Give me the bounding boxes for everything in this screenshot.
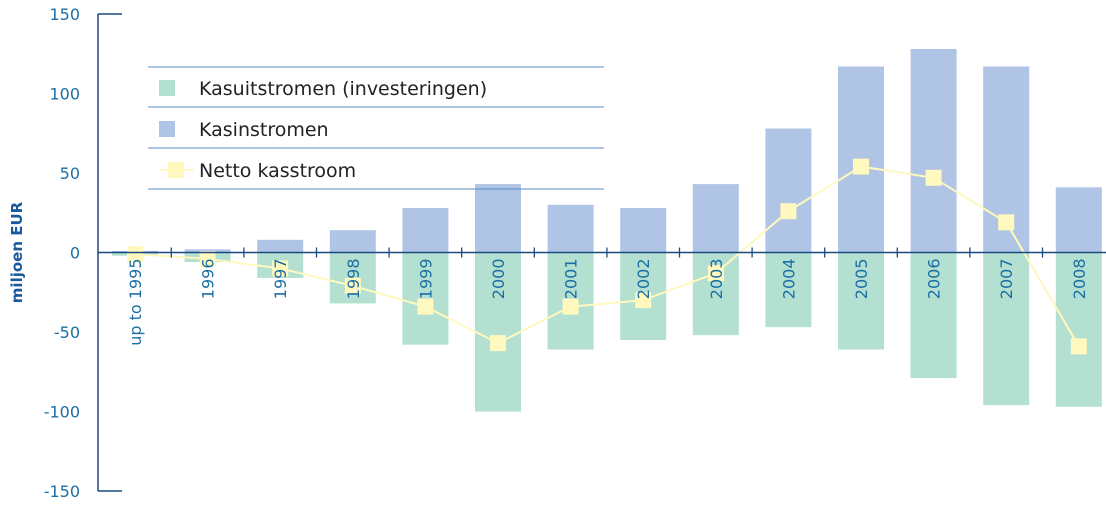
net-cashflow-marker: [635, 292, 652, 309]
legend-swatch-kasinstromen: [159, 121, 175, 137]
net-cashflow-marker: [853, 158, 869, 175]
x-category-label: 2007: [997, 259, 1016, 300]
x-category-label: 1998: [344, 259, 363, 300]
legend-label-netto: Netto kasstroom: [199, 160, 356, 182]
legend: Kasuitstromen (investeringen) Kasinstrome…: [148, 66, 604, 190]
bar-kasinstromen: [1055, 187, 1102, 253]
net-cashflow-marker: [344, 277, 361, 294]
net-cashflow-marker: [490, 335, 506, 352]
y-axis-label: miljoen EUR: [8, 201, 26, 303]
net-cashflow-marker: [272, 260, 289, 277]
net-cashflow-marker: [998, 214, 1015, 231]
bar-kasinstromen: [329, 230, 376, 253]
x-category-label: 2004: [779, 259, 798, 300]
bar-kasuitstromen: [475, 252, 521, 412]
net-cashflow-marker: [199, 250, 216, 267]
x-category-label: 2000: [489, 259, 508, 300]
y-tick-label: 150: [49, 5, 80, 24]
bar-kasuitstromen: [838, 252, 884, 350]
legend-swatch-netto: [168, 162, 184, 178]
bar-kasinstromen: [547, 204, 594, 253]
legend-label-kasinstromen: Kasinstromen: [199, 119, 329, 141]
y-tick-label: -100: [44, 403, 80, 422]
x-category-label: 2003: [707, 259, 726, 300]
net-cashflow-line-layer: [127, 158, 1087, 355]
net-cashflow-marker: [1070, 338, 1087, 355]
x-category-label: 1996: [199, 259, 218, 300]
x-category-label: 2008: [1070, 259, 1089, 300]
x-category-label: 2001: [562, 259, 581, 300]
y-tick-label: 0: [70, 244, 80, 263]
net-cashflow-marker: [780, 203, 797, 220]
net-cashflow-line: [134, 165, 1080, 347]
y-tick-label: 100: [49, 85, 80, 104]
net-cashflow-marker: [127, 246, 143, 263]
bar-kasinstromen: [402, 208, 449, 253]
bar-kasinstromen: [475, 184, 521, 253]
bar-kasinstromen: [620, 208, 667, 253]
bars-layer: [112, 49, 1102, 412]
bar-kasinstromen: [765, 128, 812, 253]
x-category-label: 2006: [925, 259, 944, 300]
y-tick-label: 50: [60, 164, 80, 183]
bar-kasuitstromen: [765, 252, 812, 328]
bar-kasuitstromen: [910, 252, 957, 379]
net-cashflow-marker: [707, 265, 724, 282]
bar-kasinstromen: [692, 184, 739, 253]
net-cashflow-marker: [417, 298, 434, 315]
x-category-label: 2002: [634, 259, 653, 300]
y-tick-label: -50: [54, 323, 80, 342]
net-cashflow-marker: [562, 298, 579, 315]
bar-kasinstromen: [910, 49, 957, 253]
y-tick-label: -150: [44, 482, 80, 501]
x-category-label: 2005: [852, 259, 871, 300]
x-category-label: up to 1995: [126, 259, 145, 346]
x-category-label: 1997: [271, 259, 290, 300]
bar-kasuitstromen: [983, 252, 1030, 406]
legend-swatch-kasuitstromen: [159, 80, 175, 96]
bar-kasuitstromen: [1055, 252, 1102, 407]
axes-layer: [97, 13, 1106, 492]
bar-kasinstromen: [257, 239, 304, 253]
labels-layer: 150 100 50 0 -50 -100 -150 up to 1995 1996 1997 19…: [44, 5, 1089, 501]
legend-label-kasuitstromen: Kasuitstromen (investeringen): [199, 78, 487, 100]
net-cashflow-marker: [925, 169, 942, 186]
x-category-label: 1999: [416, 259, 435, 300]
